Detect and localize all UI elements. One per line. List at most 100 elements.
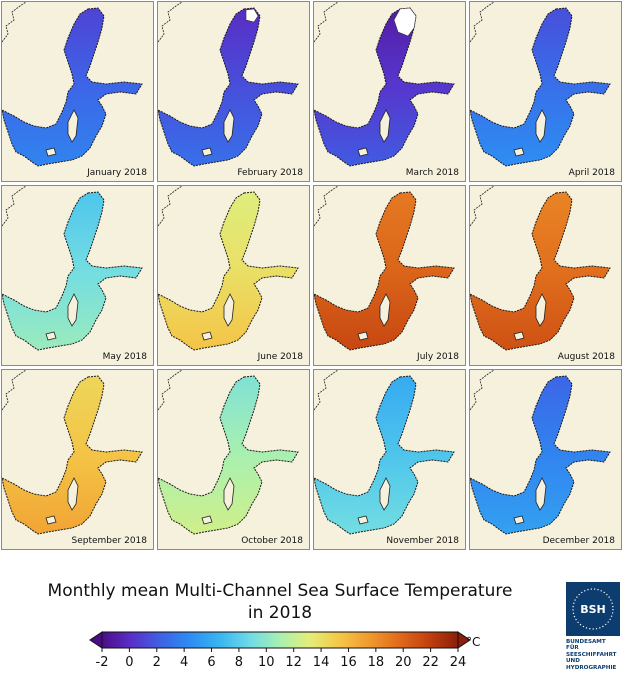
colorbar-tick-label: 14 [313, 655, 330, 670]
bsh-logo: BSH BUNDESAMT FÜR SEESCHIFFAHRT UND HYDR… [566, 582, 620, 686]
bsh-logo-mark: BSH [566, 582, 620, 636]
island [45, 515, 57, 525]
month-label: September 2018 [69, 536, 149, 546]
month-label: August 2018 [555, 352, 617, 362]
coastline [2, 186, 27, 227]
coastline [2, 370, 27, 411]
map-panel: April 2018 [469, 1, 622, 182]
sea-surface [470, 7, 611, 167]
island [379, 293, 391, 327]
month-label: July 2018 [415, 352, 461, 362]
sea-surface [470, 375, 611, 535]
coastline [314, 370, 339, 411]
sst-map [2, 2, 143, 167]
colorbar-tick-label: 16 [340, 655, 357, 670]
colorbar-tick-label: 4 [180, 655, 188, 670]
bsh-logo-text: BUNDESAMT FÜR SEESCHIFFAHRT UND HYDROGRA… [566, 639, 620, 671]
sst-map [314, 370, 455, 535]
island [535, 477, 547, 511]
map-grid: January 2018 February 2018 March 2018 April… [1, 1, 622, 551]
sst-map [314, 186, 455, 351]
bsh-logo-line: SEESCHIFFAHRT [566, 651, 617, 658]
title-line-2: in 2018 [247, 603, 313, 623]
island [535, 109, 547, 143]
month-label: January 2018 [85, 168, 149, 178]
map-panel: December 2018 [469, 369, 622, 550]
sst-map [2, 370, 143, 535]
sst-map [158, 186, 299, 351]
bsh-logo-line: BUNDESAMT FÜR [566, 639, 606, 652]
island [67, 477, 79, 511]
colorbar-legend: -2 0 2 4 6 8 10 12 14 16 18 20 22 24 [89, 631, 471, 670]
island [357, 331, 369, 341]
coastline [158, 186, 183, 227]
sea-surface [314, 191, 455, 351]
coastline [470, 370, 495, 411]
colorbar-tick-label: 10 [258, 655, 275, 670]
bsh-logo-mark-text: BSH [580, 603, 606, 616]
map-panel: June 2018 [157, 185, 310, 366]
colorbar-tick-label: 20 [395, 655, 412, 670]
map-panel: July 2018 [313, 185, 466, 366]
sea-ice [245, 8, 259, 23]
sea-surface [158, 375, 299, 535]
island [513, 331, 525, 341]
island [201, 147, 213, 157]
sea-surface [2, 375, 143, 535]
sea-ice [393, 7, 417, 37]
sea-surface [314, 375, 455, 535]
month-label: May 2018 [100, 352, 149, 362]
sst-map [470, 370, 611, 535]
map-panel: March 2018 [313, 1, 466, 182]
month-label: October 2018 [239, 536, 305, 546]
sea-surface [2, 191, 143, 351]
island [357, 147, 369, 157]
sea-surface [158, 191, 299, 351]
sea-surface [314, 7, 455, 167]
bsh-logo-icon: BSH [572, 588, 614, 630]
colorbar-gradient [101, 631, 459, 649]
sea-surface [470, 191, 611, 351]
island [67, 109, 79, 143]
colorbar-tick-label: 24 [450, 655, 467, 670]
map-panel: August 2018 [469, 185, 622, 366]
map-panel: May 2018 [1, 185, 154, 366]
colorbar-tick-label: 22 [422, 655, 439, 670]
colorbar-tick-label: 2 [153, 655, 161, 670]
month-label: February 2018 [235, 168, 305, 178]
title-line-1: Monthly mean Multi-Channel Sea Surface T… [47, 581, 513, 601]
island [201, 515, 213, 525]
island [223, 477, 235, 511]
map-panel: January 2018 [1, 1, 154, 182]
month-label: March 2018 [403, 168, 461, 178]
month-label: June 2018 [255, 352, 305, 362]
colorbar-tick-label: 12 [285, 655, 302, 670]
sea-surface [158, 7, 299, 167]
legend-unit: °C [466, 635, 481, 649]
coastline [158, 370, 183, 411]
colorbar-min-arrow [89, 631, 103, 649]
colorbar-tick-label: -2 [96, 655, 109, 670]
colorbar-tick-label: 18 [368, 655, 385, 670]
coastline [314, 186, 339, 227]
sst-map [314, 2, 455, 167]
bsh-logo-line: UND [566, 658, 580, 665]
map-panel: February 2018 [157, 1, 310, 182]
island [45, 147, 57, 157]
island [513, 515, 525, 525]
month-label: November 2018 [384, 536, 461, 546]
sst-map [470, 186, 611, 351]
month-label: December 2018 [540, 536, 617, 546]
island [513, 147, 525, 157]
coastline [314, 2, 339, 43]
sea-surface [2, 7, 143, 167]
figure-title: Monthly mean Multi-Channel Sea Surface T… [0, 580, 560, 624]
sst-map [470, 2, 611, 167]
coastline [2, 2, 27, 43]
month-label: April 2018 [566, 168, 617, 178]
island [379, 109, 391, 143]
sst-map [158, 2, 299, 167]
bsh-logo-line: HYDROGRAPHIE [566, 664, 617, 671]
island [67, 293, 79, 327]
sst-map [2, 186, 143, 351]
